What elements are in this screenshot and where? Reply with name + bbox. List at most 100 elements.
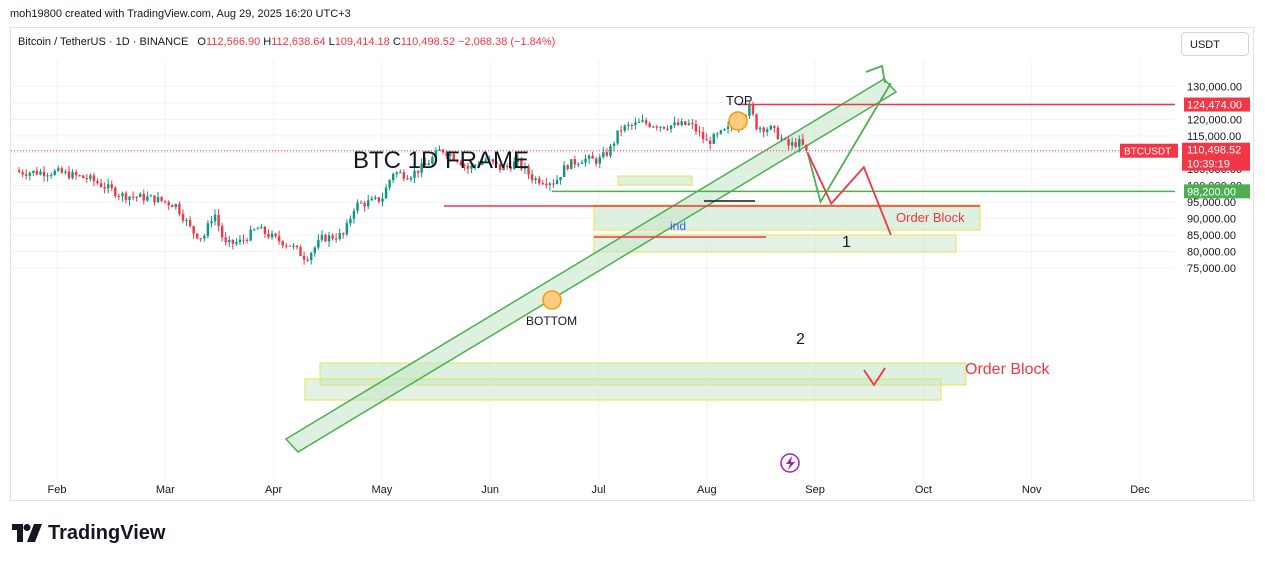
candle-body [78, 175, 81, 177]
candle-body [406, 178, 409, 180]
candle-body [762, 127, 765, 132]
candle-body [374, 197, 377, 199]
bottom-marker[interactable] [542, 290, 562, 310]
candle-body [156, 196, 160, 203]
candle-body [245, 240, 249, 242]
chart-annotation-title[interactable]: BTC 1D FRAME [353, 147, 529, 174]
candle-body [655, 126, 658, 128]
candle-body [431, 157, 434, 164]
y-tick-label: 130,000.00 [1187, 81, 1242, 93]
countdown-tag: 10:39:19 [1187, 159, 1230, 171]
candle-body [438, 149, 441, 151]
time-axis[interactable]: Feb Mar Apr May Jun Jul Aug Sep Oct Nov Dec [48, 484, 1151, 496]
candle-body [488, 159, 491, 161]
candle-body [299, 247, 302, 256]
order-block-lower-label[interactable]: Order Block [965, 361, 1050, 378]
candle-body [573, 159, 577, 165]
candle-body [719, 130, 723, 134]
candle-body [758, 127, 762, 130]
tradingview-logo[interactable]: TradingView [12, 521, 165, 545]
candle-body [199, 238, 202, 240]
candle-body [67, 171, 71, 179]
candle-body [391, 173, 395, 181]
candle-body [452, 154, 455, 161]
candles-layer [17, 100, 808, 265]
candle-body [99, 183, 103, 187]
candle-body [623, 125, 626, 131]
candle-body [32, 170, 35, 173]
bottom-label[interactable]: BOTTOM [526, 314, 577, 328]
candle-body [562, 165, 566, 177]
candle-body [627, 125, 630, 127]
red-projection-path[interactable] [806, 152, 892, 236]
candle-body [256, 228, 259, 230]
candle-body [787, 139, 790, 146]
candle-body [267, 233, 270, 238]
candle-body [534, 178, 537, 181]
x-tick-label: Nov [1022, 484, 1042, 496]
candle-body [192, 226, 195, 234]
order-block-lower-zone-2[interactable] [304, 378, 942, 401]
y-tick-label: 95,000.00 [1187, 197, 1236, 209]
jul-consolidation-zone[interactable] [617, 175, 693, 186]
candle-body [253, 229, 256, 231]
candle-body [153, 195, 156, 203]
candle-body [210, 221, 213, 224]
top-label[interactable]: TOP [726, 93, 753, 108]
candle-body [776, 127, 780, 140]
lightning-icon[interactable] [780, 453, 800, 473]
candle-body [327, 235, 331, 242]
candle-body [313, 247, 316, 254]
currency-button[interactable]: USDT [1181, 32, 1249, 56]
candle-body [71, 172, 74, 179]
candle-body [28, 172, 31, 176]
top-marker[interactable] [728, 111, 748, 131]
order-block-upper-lower-zone[interactable] [593, 234, 957, 253]
open-value: 112,566.90 [205, 36, 261, 48]
bottom-price-tag-bg [1184, 184, 1250, 199]
candle-body [673, 122, 676, 126]
ind-label[interactable]: ind [670, 219, 686, 233]
candle-body [345, 223, 349, 235]
candle-body [21, 172, 24, 175]
candle-body [124, 193, 128, 200]
candle-body [57, 168, 60, 171]
candle-body [399, 172, 402, 174]
candle-body [463, 165, 466, 167]
candle-body [25, 174, 28, 176]
candle-body [584, 158, 587, 163]
candle-body [121, 193, 124, 197]
ascending-channel[interactable] [284, 78, 898, 453]
candle-body [324, 234, 327, 242]
symbol-name[interactable]: Bitcoin / TetherUS · 1D · BINANCE [18, 36, 189, 48]
candle-body [359, 202, 363, 204]
candle-body [783, 138, 787, 140]
candle-body [103, 186, 106, 189]
wave-2-label[interactable]: 2 [796, 331, 805, 348]
candle-body [377, 197, 381, 202]
candle-body [801, 139, 805, 145]
candle-body [520, 158, 523, 169]
y-tick-label: 85,000.00 [1187, 230, 1236, 242]
candle-body [698, 131, 701, 133]
high-label: H [263, 36, 272, 48]
candle-body [630, 125, 634, 127]
zones-layer [284, 78, 981, 453]
green-projection-path[interactable] [806, 82, 892, 205]
candle-body [64, 171, 67, 173]
candle-body [726, 126, 730, 130]
candle-body [213, 214, 217, 222]
x-tick-label: May [372, 484, 393, 496]
candle-body [516, 158, 520, 162]
candle-body [716, 133, 719, 135]
candle-body [748, 103, 751, 116]
symbol-tag-bg [1120, 143, 1178, 158]
wave-1-label[interactable]: 1 [842, 234, 851, 251]
top-price-tag: 124,474.00 [1187, 100, 1242, 112]
candle-body [92, 175, 96, 182]
chart-frame[interactable] [10, 27, 1254, 501]
candle-body [53, 170, 56, 175]
candle-body [684, 121, 687, 125]
order-block-upper-label[interactable]: Order Block [896, 210, 965, 225]
